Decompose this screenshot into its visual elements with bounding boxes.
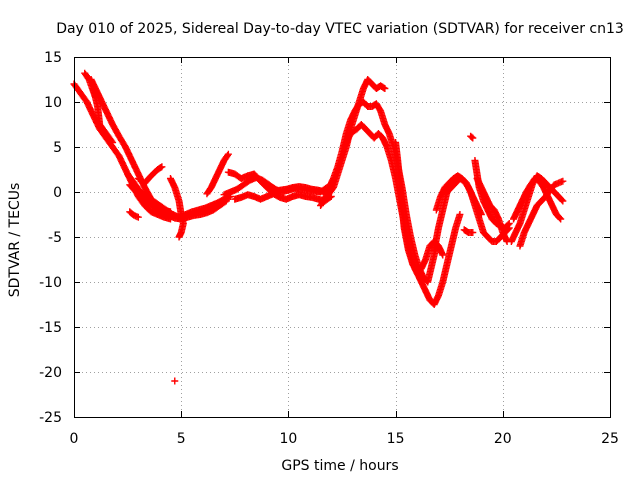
data-point	[108, 137, 116, 145]
grid	[74, 57, 610, 417]
data-point	[469, 229, 477, 236]
x-axis-label: GPS time / hours	[281, 458, 398, 474]
x-tick-label: 5	[177, 431, 186, 447]
data-point	[556, 214, 564, 222]
data-point	[158, 163, 166, 171]
data-point	[469, 134, 477, 142]
y-tick-label: -20	[39, 365, 62, 381]
x-tick-label: 10	[279, 431, 297, 447]
data-point	[439, 251, 447, 259]
y-tick-label: -15	[39, 320, 62, 336]
y-tick-label: -25	[39, 410, 62, 426]
data-point	[171, 377, 179, 385]
data-point	[381, 85, 389, 92]
data-point	[559, 197, 567, 205]
series-sat-i	[203, 150, 232, 198]
data-point	[175, 233, 183, 241]
axis-ticks	[74, 57, 611, 418]
x-tick-label: 15	[387, 431, 405, 447]
data-point	[504, 221, 512, 229]
y-tick-label: -10	[39, 275, 62, 291]
data-point	[224, 150, 232, 158]
series-sat-y	[516, 177, 567, 250]
series-sat-h	[166, 175, 187, 241]
series-sat-v	[473, 175, 511, 245]
y-tick-label: 5	[53, 140, 62, 156]
data-point	[558, 196, 566, 204]
data-point	[134, 213, 142, 221]
data-point	[468, 133, 476, 141]
x-tick-label: 0	[70, 431, 79, 447]
y-tick-label: 10	[44, 95, 62, 111]
y-tick-label: 0	[53, 185, 62, 201]
data-point	[557, 215, 565, 223]
x-tick-labels: 0 5 10 15 20 25	[70, 431, 619, 447]
series-sat-j	[224, 168, 335, 205]
y-tick-label: -5	[48, 230, 62, 246]
series-sat-p	[392, 139, 464, 308]
data-point	[221, 198, 229, 206]
y-axis-label: SDTVAR / TECUs	[7, 183, 23, 298]
chart-title: Day 010 of 2025, Sidereal Day-to-day VTE…	[56, 21, 624, 37]
data-point	[505, 220, 513, 227]
series-sat-r	[432, 172, 513, 245]
data-point	[456, 211, 464, 218]
series-sat-f	[134, 163, 166, 187]
x-tick-label: 20	[494, 431, 512, 447]
data-point	[224, 151, 232, 159]
y-tick-labels: 15 10 5 0 -5 -10 -15 -20 -25	[39, 50, 62, 426]
data-point	[222, 197, 230, 205]
series-sat-c	[87, 76, 174, 216]
series-sat-z	[171, 377, 179, 385]
series-sat-t	[460, 226, 477, 236]
data-point	[109, 139, 117, 146]
data-points	[70, 69, 567, 385]
series-sat-s	[467, 132, 477, 142]
series-sat-g	[126, 208, 142, 221]
data-point	[559, 177, 567, 185]
y-tick-label: 15	[44, 50, 62, 66]
x-tick-label: 25	[601, 431, 619, 447]
